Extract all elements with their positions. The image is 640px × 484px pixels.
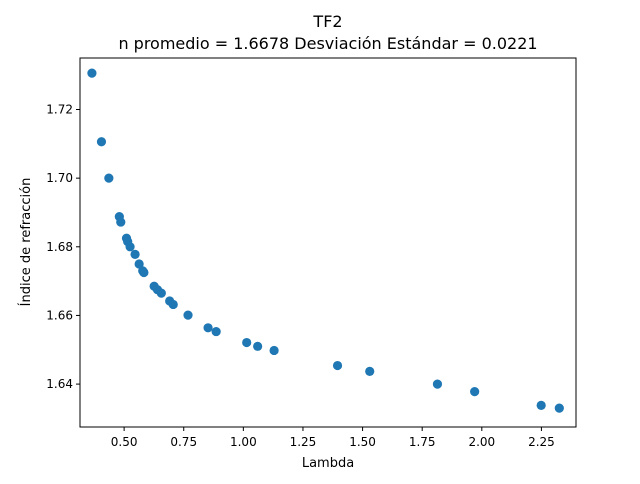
x-tick-label: 1.75 — [409, 435, 436, 449]
data-point — [432, 379, 443, 389]
x-tick-label: 2.00 — [468, 435, 495, 449]
y-tick-label: 1.64 — [46, 377, 73, 391]
y-axis: 1.64 1.66 1.68 1.70 1.72 — [46, 102, 80, 391]
chart-subtitle: n promedio = 1.6678 Desviación Estándar … — [118, 34, 537, 53]
data-point — [156, 288, 166, 298]
data-point — [104, 173, 114, 183]
y-tick-label: 1.72 — [46, 102, 73, 116]
data-point — [242, 337, 252, 348]
data-point — [183, 310, 193, 320]
data-point — [130, 249, 140, 259]
x-tick-label: 0.50 — [111, 435, 138, 449]
data-point — [470, 387, 480, 397]
data-point — [536, 400, 546, 410]
data-point — [203, 323, 213, 333]
data-point — [253, 341, 263, 351]
x-tick-label: 1.00 — [230, 435, 257, 449]
x-tick-label: 1.50 — [349, 435, 376, 449]
y-tick-label: 1.66 — [46, 308, 73, 322]
y-axis-label: Índice de refracción — [18, 178, 34, 307]
chart-title: TF2 — [312, 12, 342, 31]
data-point — [125, 242, 135, 252]
data-points — [87, 68, 564, 413]
x-tick-label: 1.25 — [290, 435, 317, 449]
data-point — [269, 345, 279, 356]
x-axis: 0.50 0.75 1.00 1.25 1.50 1.75 2.00 2.25 — [111, 427, 555, 449]
x-tick-label: 2.25 — [528, 435, 555, 449]
x-tick-label: 0.75 — [170, 435, 197, 449]
data-point — [168, 299, 178, 310]
y-tick-label: 1.70 — [46, 171, 73, 185]
data-point — [332, 360, 343, 371]
data-point — [134, 259, 144, 269]
data-point — [96, 137, 107, 147]
data-point — [139, 267, 149, 278]
data-point — [116, 217, 126, 227]
data-point — [554, 403, 564, 413]
data-point — [365, 366, 375, 376]
data-point — [211, 326, 221, 337]
plot-frame — [79, 57, 577, 428]
x-axis-label: Lambda — [302, 456, 354, 471]
y-tick-label: 1.68 — [46, 240, 73, 254]
data-point — [87, 68, 97, 78]
